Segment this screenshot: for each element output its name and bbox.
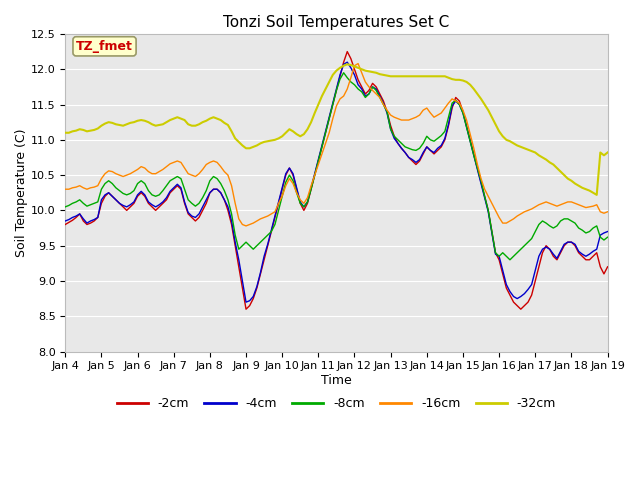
Title: Tonzi Soil Temperatures Set C: Tonzi Soil Temperatures Set C: [223, 15, 449, 30]
Y-axis label: Soil Temperature (C): Soil Temperature (C): [15, 129, 28, 257]
Legend: -2cm, -4cm, -8cm, -16cm, -32cm: -2cm, -4cm, -8cm, -16cm, -32cm: [111, 392, 561, 415]
Text: TZ_fmet: TZ_fmet: [76, 40, 133, 53]
X-axis label: Time: Time: [321, 374, 352, 387]
